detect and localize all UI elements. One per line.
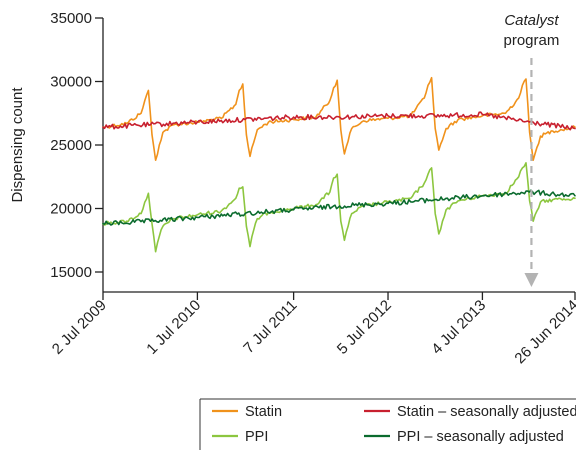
annotation-layer: Catalyst program bbox=[504, 12, 560, 287]
annotation-text: program bbox=[504, 32, 560, 49]
x-axis: 2 Jul 2009 1 Jul 2010 7 Jul 2011 5 Jul 2012… bbox=[49, 291, 576, 367]
y-axis-label: Dispensing count bbox=[9, 87, 26, 203]
series-line-1 bbox=[102, 111, 576, 131]
legend-label: Statin bbox=[245, 404, 282, 420]
x-tick-label: 4 Jul 2013 bbox=[428, 297, 489, 358]
legend-label: PPI – seasonally adjusted bbox=[397, 429, 564, 445]
y-tick-label: 35000 bbox=[50, 10, 92, 27]
annotation-arrowhead bbox=[524, 273, 539, 287]
legend-label: Statin – seasonally adjusted bbox=[397, 404, 576, 420]
series-layer bbox=[102, 76, 576, 253]
x-tick-label: 5 Jul 2012 bbox=[334, 297, 395, 358]
x-tick-label: 26 Jun 2014 bbox=[511, 297, 576, 367]
annotation-text-italic: Catalyst bbox=[504, 12, 559, 29]
series-line-0 bbox=[102, 76, 576, 161]
y-tick-label: 30000 bbox=[50, 74, 92, 91]
y-tick-label: 15000 bbox=[50, 264, 92, 281]
x-tick-label: 7 Jul 2011 bbox=[240, 297, 300, 357]
x-tick-label: 1 Jul 2010 bbox=[143, 297, 204, 358]
y-tick-label: 25000 bbox=[50, 137, 92, 154]
y-tick-label: 20000 bbox=[50, 201, 92, 218]
x-tick-label: 2 Jul 2009 bbox=[49, 297, 110, 358]
legend: Statin Statin – seasonally adjusted PPI PPI… bbox=[199, 398, 576, 450]
series-line-3 bbox=[102, 189, 576, 226]
legend-label: PPI bbox=[245, 429, 268, 445]
y-axis: 15000 20000 25000 30000 35000 Dispensing coun… bbox=[9, 10, 104, 292]
